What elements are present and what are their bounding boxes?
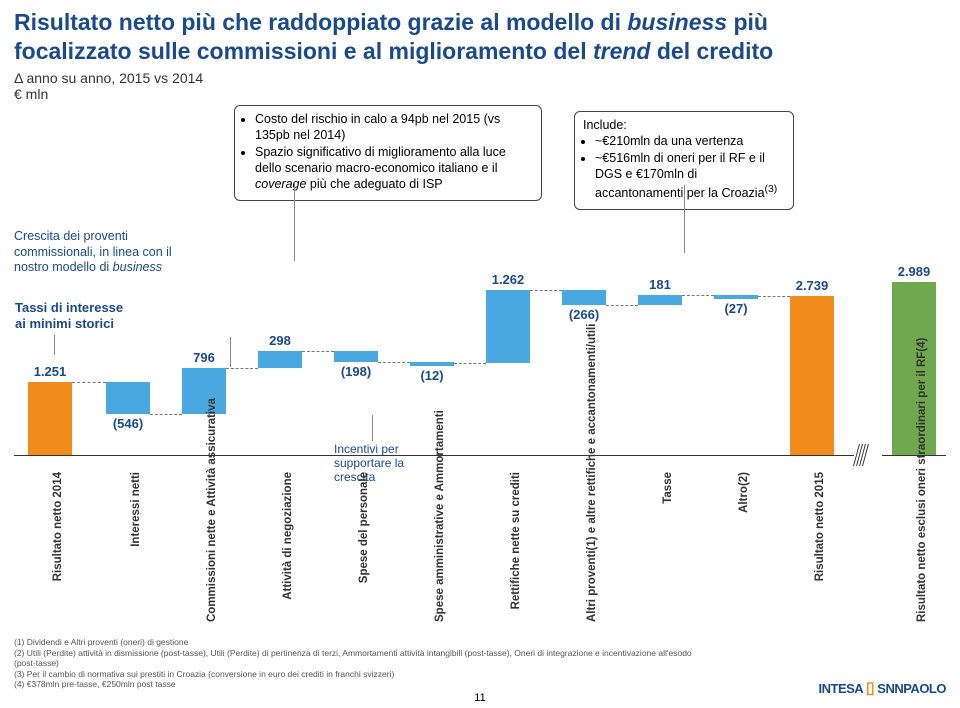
bar-label-risultato-2014: 1.251 bbox=[28, 364, 72, 379]
connector bbox=[454, 363, 486, 364]
footnote: (4) €378mln pre-tasse, €250mln post tass… bbox=[14, 679, 714, 690]
connector bbox=[606, 305, 638, 306]
costo-b1: Costo del rischio in calo a 94pb nel 201… bbox=[255, 112, 533, 143]
bar-risultato-2015: 2.739 bbox=[790, 296, 834, 455]
waterfall: 1.251 (546) 796 298 (198) (12) 1.262 (266) 181 (2… bbox=[14, 255, 946, 455]
logo-square: ▯ bbox=[866, 680, 874, 697]
bar-interessi: (546) bbox=[106, 382, 150, 414]
bar-label-commissioni: 796 bbox=[182, 350, 226, 365]
logo-a: INTESA bbox=[819, 681, 863, 696]
axis-break-icon bbox=[856, 444, 872, 466]
t1em: business bbox=[627, 9, 727, 35]
bar-label-interessi: (546) bbox=[106, 416, 150, 431]
bar-label-rettifiche: 1.262 bbox=[486, 272, 530, 287]
bar-altro: (27) bbox=[714, 295, 758, 299]
connector bbox=[682, 295, 714, 296]
bar-label-risultato-2015: 2.739 bbox=[790, 278, 834, 293]
xlabel: Attività di negoziazione bbox=[282, 472, 294, 622]
footnote: (3) Per il cambio di normativa sui prest… bbox=[14, 669, 714, 680]
connector bbox=[302, 351, 334, 352]
bar-rettifiche: 1.262 bbox=[486, 290, 530, 363]
subhead: Δ anno su anno, 2015 vs 2014 € mln bbox=[0, 66, 960, 102]
bar-label-altri-proventi: (266) bbox=[562, 307, 606, 322]
chart-area: Crescita dei proventi commissionali, in … bbox=[14, 105, 946, 455]
t2em: trend bbox=[593, 38, 651, 64]
xlabel: Rettifiche nette su crediti bbox=[510, 472, 522, 622]
xlabel: Spese del personale bbox=[358, 472, 370, 622]
bar-label-altro: (27) bbox=[714, 301, 758, 316]
t2b: del credito bbox=[650, 38, 773, 64]
bar-label-personale: (198) bbox=[334, 364, 378, 379]
xlabel: Tasse bbox=[662, 472, 674, 622]
pointer-costo bbox=[294, 181, 295, 261]
bar-tasse: 181 bbox=[638, 295, 682, 305]
bar-label-amministrative: (12) bbox=[410, 368, 454, 383]
bar-negoziazione: 298 bbox=[258, 351, 302, 368]
pointer-include bbox=[684, 185, 685, 253]
footnotes: (1) Dividendi e Altri proventi (oneri) d… bbox=[14, 637, 714, 690]
bar-risultato-2014: 1.251 bbox=[28, 382, 72, 455]
page-title: Risultato netto più che raddoppiato graz… bbox=[0, 0, 960, 66]
footnote: (2) Utili (Perdite) attività in dismissi… bbox=[14, 648, 714, 669]
xlabel: Interessi netti bbox=[130, 472, 142, 622]
connector bbox=[72, 382, 106, 383]
bar-altri-proventi: (266) bbox=[562, 290, 606, 305]
connector bbox=[150, 414, 182, 415]
bar-amministrative: (12) bbox=[410, 362, 454, 366]
xlabel: Risultato netto 2015 bbox=[814, 472, 826, 622]
logo-b: SNNPAOLO bbox=[877, 681, 946, 696]
bar-label-negoziazione: 298 bbox=[258, 333, 302, 348]
include-b2t: ~€516mln di oneri per il RF e il DGS e €… bbox=[595, 151, 765, 199]
t1b: più bbox=[727, 9, 768, 35]
include-b1: ~€210mln da una vertenza bbox=[595, 134, 785, 150]
t2a: focalizzato sulle commissioni e al migli… bbox=[14, 38, 593, 64]
costo-b2em: coverage bbox=[255, 177, 306, 191]
include-head: Include: bbox=[583, 118, 785, 134]
x-axis-labels: Risultato netto 2014 Interessi netti Commi… bbox=[14, 472, 946, 622]
callout-costo: Costo del rischio in calo a 94pb nel 201… bbox=[234, 105, 542, 201]
connector bbox=[226, 368, 258, 369]
page-number: 11 bbox=[474, 692, 485, 704]
xlabel: Spese amministrative e Ammortamenti bbox=[434, 472, 446, 622]
connector bbox=[378, 362, 410, 363]
bar-label-risultato-esclusi: 2.989 bbox=[892, 264, 936, 279]
xlabel: Risultato netto 2014 bbox=[52, 472, 64, 622]
xlabel: Altro(2) bbox=[738, 472, 750, 622]
include-b2sup: (3) bbox=[765, 184, 778, 195]
bar-personale: (198) bbox=[334, 351, 378, 362]
bar-label-tasse: 181 bbox=[638, 277, 682, 292]
costo-b2b: più che adeguato di ISP bbox=[306, 177, 442, 191]
xlabel: Risultato netto esclusi oneri straordina… bbox=[916, 472, 928, 622]
t1a: Risultato netto più che raddoppiato graz… bbox=[14, 9, 627, 35]
xlabel: Commissioni nette e Attività assicurativ… bbox=[206, 472, 218, 622]
footnote: (1) Dividendi e Altri proventi (oneri) d… bbox=[14, 637, 714, 648]
include-b2: ~€516mln di oneri per il RF e il DGS e €… bbox=[595, 151, 785, 201]
connector bbox=[530, 290, 562, 291]
costo-b2a: Spazio significativo di miglioramento al… bbox=[255, 145, 506, 175]
xlabel: Altri proventi(1) e altre rettifiche e a… bbox=[586, 472, 598, 622]
axis-line-right bbox=[882, 455, 946, 456]
costo-b2: Spazio significativo di miglioramento al… bbox=[255, 145, 533, 192]
bar-commissioni: 796 bbox=[182, 368, 226, 414]
pointer-incentivi bbox=[372, 415, 373, 441]
connector bbox=[758, 296, 790, 297]
bar-risultato-esclusi: 2.989 bbox=[892, 282, 936, 455]
logo: INTESA ▯ SNNPAOLO bbox=[819, 678, 946, 698]
